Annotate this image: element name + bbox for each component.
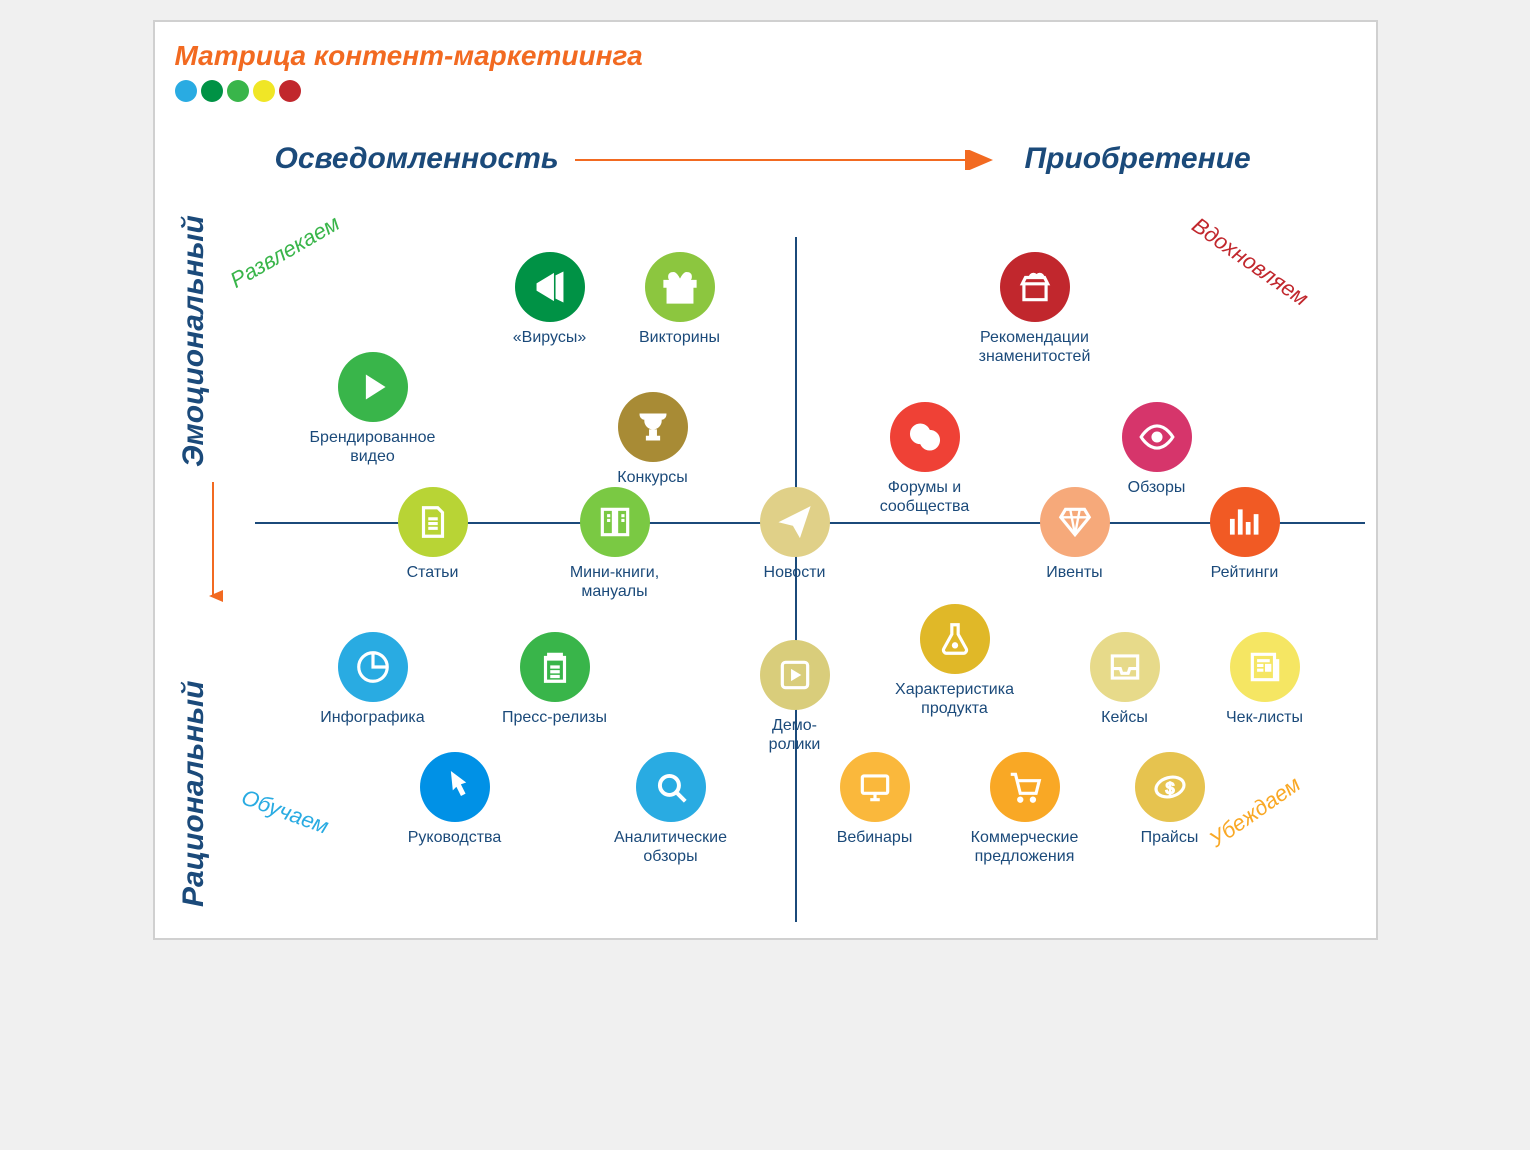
pointer-icon bbox=[420, 752, 490, 822]
item-label: Новости bbox=[715, 563, 875, 582]
matrix-item-rekomend: Рекомендациизнаменитостей bbox=[955, 252, 1115, 366]
legend-dots bbox=[175, 80, 301, 102]
matrix-frame: Матрица контент-маркетиинга Осведомленно… bbox=[153, 20, 1378, 940]
arrow-vertical bbox=[203, 482, 223, 612]
matrix-item-harakter: Характеристикапродукта bbox=[875, 604, 1035, 718]
item-label: Руководства bbox=[375, 828, 535, 847]
corner-q1: Развлекаем bbox=[225, 210, 343, 293]
svg-text:$: $ bbox=[1165, 780, 1174, 797]
main-title: Матрица контент-маркетиинга bbox=[175, 40, 643, 72]
matrix-item-reitingi: Рейтинги bbox=[1165, 487, 1325, 582]
send-icon bbox=[760, 487, 830, 557]
chat-icon bbox=[890, 402, 960, 472]
matrix-item-konkursy: Конкурсы bbox=[573, 392, 733, 487]
corner-q2: Вдохновляем bbox=[1186, 212, 1312, 311]
trophy-icon bbox=[618, 392, 688, 462]
matrix-item-infografika: Инфографика bbox=[293, 632, 453, 727]
inbox-icon bbox=[1090, 632, 1160, 702]
corner-q3: Обучаем bbox=[237, 784, 331, 839]
item-label: Пресс-релизы bbox=[475, 708, 635, 727]
item-label: Форумы исообщества bbox=[845, 478, 1005, 516]
present-icon bbox=[1000, 252, 1070, 322]
search-icon bbox=[636, 752, 706, 822]
play-icon bbox=[338, 352, 408, 422]
matrix-item-pressreliz: Пресс-релизы bbox=[475, 632, 635, 727]
item-label: Кейсы bbox=[1045, 708, 1205, 727]
matrix-item-stati: Статьи bbox=[353, 487, 513, 582]
matrix-item-kommerch: Коммерческиепредложения bbox=[945, 752, 1105, 866]
playbox-icon bbox=[760, 640, 830, 710]
axis-top-right: Приобретение bbox=[1025, 142, 1251, 176]
item-label: Аналитическиеобзоры bbox=[591, 828, 751, 866]
legend-dot bbox=[201, 80, 223, 102]
matrix-item-miniknigi: Мини-книги,мануалы bbox=[535, 487, 695, 601]
barchart-icon bbox=[1210, 487, 1280, 557]
legend-dot bbox=[279, 80, 301, 102]
item-label: Мини-книги,мануалы bbox=[535, 563, 695, 601]
book-icon bbox=[580, 487, 650, 557]
legend-dot bbox=[253, 80, 275, 102]
monitor-icon bbox=[840, 752, 910, 822]
matrix-item-demoroliki: Демо-ролики bbox=[715, 640, 875, 754]
matrix-item-obzory: Обзоры bbox=[1077, 402, 1237, 497]
item-label: Чек-листы bbox=[1185, 708, 1345, 727]
legend-dot bbox=[175, 80, 197, 102]
eye-icon bbox=[1122, 402, 1192, 472]
item-label: Статьи bbox=[353, 563, 513, 582]
axis-top-left: Осведомленность bbox=[275, 142, 559, 176]
arrow-horizontal bbox=[575, 150, 1005, 170]
item-label: Коммерческиепредложения bbox=[945, 828, 1105, 866]
item-label: Рекомендациизнаменитостей bbox=[955, 328, 1115, 366]
flask-icon bbox=[920, 604, 990, 674]
money-icon: $ bbox=[1135, 752, 1205, 822]
item-label: Рейтинги bbox=[1165, 563, 1325, 582]
matrix-item-analitika: Аналитическиеобзоры bbox=[591, 752, 751, 866]
item-label: Демо-ролики bbox=[715, 716, 875, 754]
axis-left-bottom: Рациональный bbox=[177, 681, 211, 907]
diamond-icon bbox=[1040, 487, 1110, 557]
matrix-item-praisy: $ Прайсы bbox=[1090, 752, 1250, 847]
item-label: Конкурсы bbox=[573, 468, 733, 487]
matrix-item-brandvideo: Брендированноевидео bbox=[293, 352, 453, 466]
matrix-item-rukovodstva: Руководства bbox=[375, 752, 535, 847]
matrix-item-forumy: Форумы исообщества bbox=[845, 402, 1005, 516]
item-label: Ивенты bbox=[995, 563, 1155, 582]
matrix-item-iventy: Ивенты bbox=[995, 487, 1155, 582]
axis-left-top: Эмоциональный bbox=[177, 215, 211, 467]
cart-icon bbox=[990, 752, 1060, 822]
item-label: Характеристикапродукта bbox=[875, 680, 1035, 718]
piechart-icon bbox=[338, 632, 408, 702]
item-label: Инфографика bbox=[293, 708, 453, 727]
matrix-item-viktoriny: Викторины bbox=[600, 252, 760, 347]
document-icon bbox=[398, 487, 468, 557]
gift-icon bbox=[645, 252, 715, 322]
item-label: Прайсы bbox=[1090, 828, 1250, 847]
newspaper-icon bbox=[1230, 632, 1300, 702]
item-label: Вебинары bbox=[795, 828, 955, 847]
clipboard-icon bbox=[520, 632, 590, 702]
legend-dot bbox=[227, 80, 249, 102]
matrix-item-vebinary: Вебинары bbox=[795, 752, 955, 847]
megaphone-icon bbox=[515, 252, 585, 322]
matrix-item-cheklisty: Чек-листы bbox=[1185, 632, 1345, 727]
item-label: Брендированноевидео bbox=[293, 428, 453, 466]
item-label: Викторины bbox=[600, 328, 760, 347]
matrix-item-keisy: Кейсы bbox=[1045, 632, 1205, 727]
